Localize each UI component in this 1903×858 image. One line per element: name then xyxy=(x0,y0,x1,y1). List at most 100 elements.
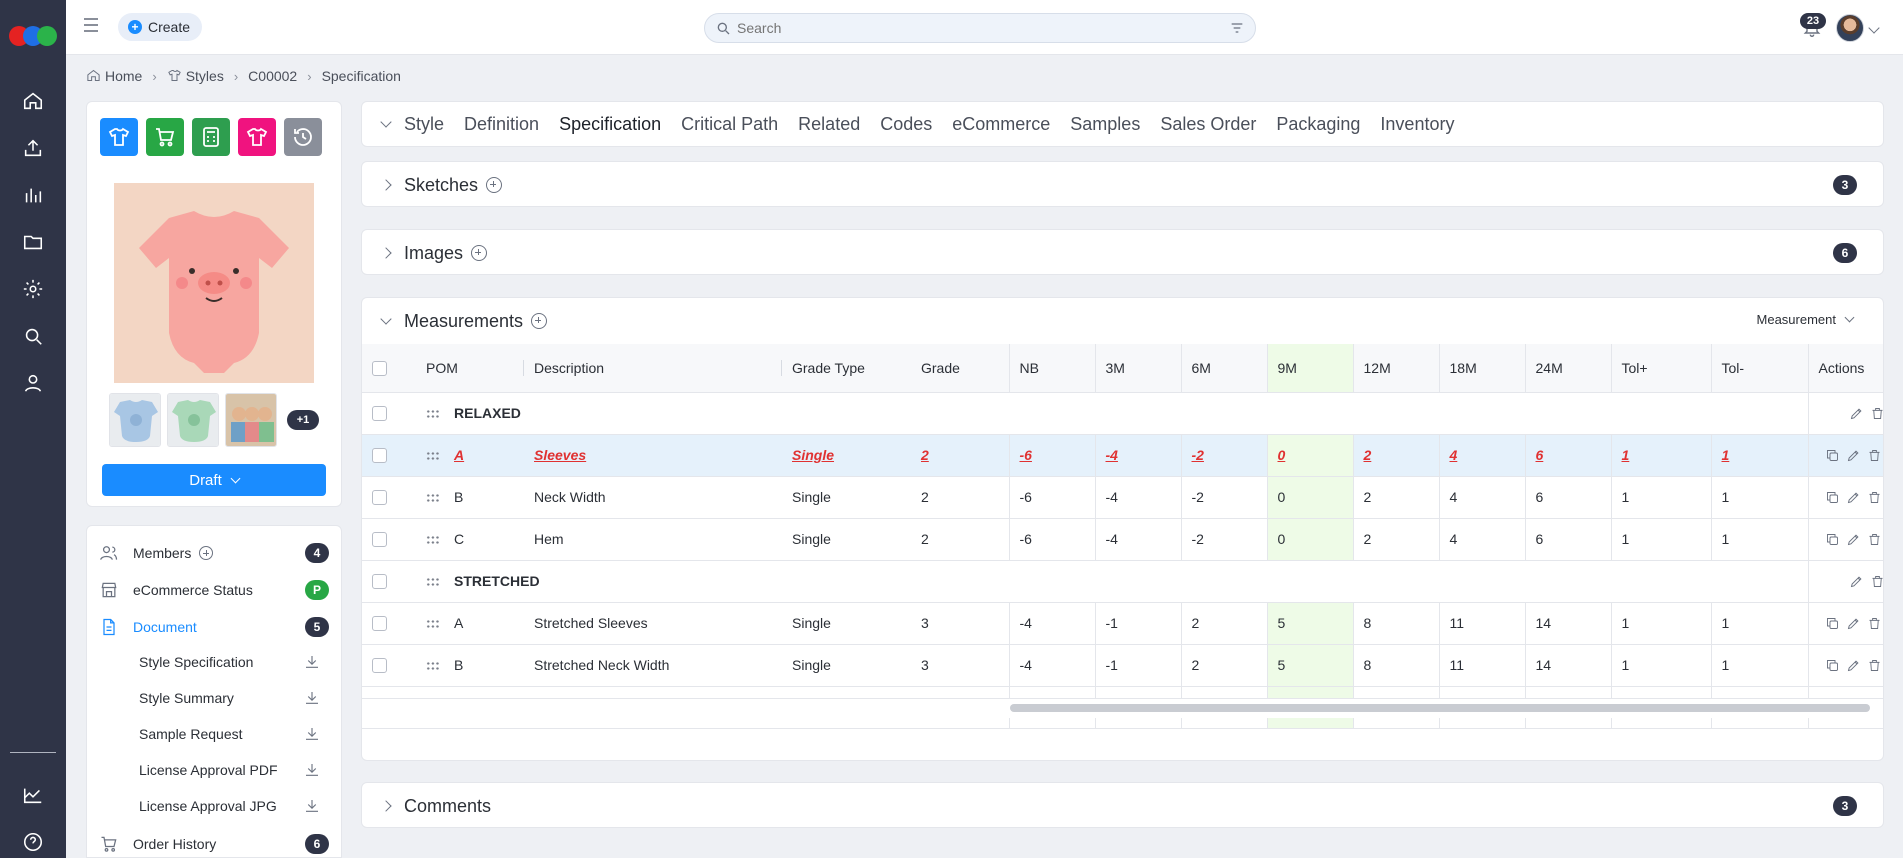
edit-icon[interactable] xyxy=(1849,574,1864,589)
hamburger-icon[interactable] xyxy=(84,18,102,36)
table-cell[interactable]: C xyxy=(416,518,524,561)
upload-icon[interactable] xyxy=(13,128,53,168)
table-cell[interactable]: Stretched Neck Width xyxy=(524,644,782,687)
trash-icon[interactable] xyxy=(1867,490,1882,505)
table-cell[interactable]: 5 xyxy=(1267,644,1354,687)
table-cell[interactable]: 1 xyxy=(1711,476,1809,519)
breadcrumb-styles[interactable]: Styles xyxy=(167,68,224,84)
table-cell[interactable]: -4 xyxy=(1095,434,1182,477)
column-header-6m[interactable]: 6M xyxy=(1181,344,1268,393)
copy-icon[interactable] xyxy=(1825,448,1840,463)
drag-handle-icon[interactable] xyxy=(426,451,440,462)
table-cell[interactable]: 11 xyxy=(1439,602,1526,645)
table-row[interactable]: A Sleeves Single 2 -6 -4 -2 0 2 4 6 1 1 xyxy=(362,434,1883,477)
column-header-grade[interactable]: Grade xyxy=(911,344,1010,393)
status-dropdown-button[interactable]: Draft xyxy=(102,464,326,496)
app-logo[interactable] xyxy=(5,24,61,48)
table-cell[interactable]: 8 xyxy=(1353,602,1440,645)
tab-inventory[interactable]: Inventory xyxy=(1380,113,1455,134)
table-row[interactable]: C Hem Single 2 -6 -4 -2 0 2 4 6 1 1 xyxy=(362,518,1883,561)
row-checkbox[interactable] xyxy=(372,532,387,548)
menu-ecommerce-status[interactable]: eCommerce Status P xyxy=(99,575,329,605)
table-cell[interactable]: -4 xyxy=(1009,602,1096,645)
column-header-description[interactable]: Description xyxy=(524,344,782,393)
table-cell[interactable]: Single xyxy=(782,434,911,477)
row-checkbox[interactable] xyxy=(372,616,387,632)
table-cell[interactable]: 4 xyxy=(1439,518,1526,561)
table-cell[interactable]: Single xyxy=(782,644,911,687)
search-input[interactable] xyxy=(737,20,1229,36)
column-header-grade-type[interactable]: Grade Type xyxy=(782,344,911,393)
search-icon[interactable] xyxy=(13,316,53,356)
table-cell[interactable]: 2 xyxy=(1353,434,1440,477)
trash-icon[interactable] xyxy=(1867,532,1882,547)
more-images-badge[interactable]: +1 xyxy=(287,410,319,430)
table-cell[interactable]: 5 xyxy=(1267,602,1354,645)
download-icon[interactable] xyxy=(303,761,321,779)
comments-header[interactable]: Comments xyxy=(362,783,1883,829)
add-image-icon[interactable] xyxy=(471,245,488,261)
table-cell[interactable]: 11 xyxy=(1439,644,1526,687)
avatar[interactable] xyxy=(1836,14,1864,42)
drag-handle-icon[interactable] xyxy=(426,619,440,630)
breadcrumb-style-code[interactable]: C00002 xyxy=(248,68,298,84)
drag-handle-icon[interactable] xyxy=(426,409,440,420)
edit-icon[interactable] xyxy=(1846,490,1861,505)
measurement-view-select[interactable]: Measurement xyxy=(1757,312,1855,327)
column-resizer[interactable] xyxy=(523,360,524,376)
tab-style[interactable]: Style xyxy=(404,113,445,134)
row-checkbox[interactable] xyxy=(372,574,387,590)
column-header-pom[interactable]: POM xyxy=(416,344,524,393)
drag-handle-icon[interactable] xyxy=(426,577,440,588)
menu-document[interactable]: Document 5 xyxy=(99,612,329,642)
table-cell[interactable]: 2 xyxy=(1181,644,1268,687)
create-button[interactable]: + Create xyxy=(118,13,203,41)
table-cell[interactable]: 6 xyxy=(1525,476,1612,519)
row-checkbox[interactable] xyxy=(372,406,387,422)
table-cell[interactable]: 1 xyxy=(1611,602,1712,645)
table-cell[interactable]: B xyxy=(416,476,524,519)
table-cell[interactable]: 4 xyxy=(1439,434,1526,477)
select-all-checkbox[interactable] xyxy=(372,361,387,377)
column-header-3m[interactable]: 3M xyxy=(1095,344,1182,393)
column-resizer[interactable] xyxy=(781,360,782,376)
table-cell[interactable]: 6 xyxy=(1525,518,1612,561)
table-cell[interactable]: Stretched Sleeves xyxy=(524,602,782,645)
table-cell[interactable]: 2 xyxy=(1353,518,1440,561)
copy-icon[interactable] xyxy=(1825,658,1840,673)
column-header-nb[interactable]: NB xyxy=(1009,344,1096,393)
menu-members[interactable]: Members 4 xyxy=(99,538,329,568)
tab-codes[interactable]: Codes xyxy=(880,113,933,134)
table-row[interactable]: B Stretched Neck Width Single 3 -4 -1 2 5 8 11 14 1… xyxy=(362,644,1883,687)
table-cell[interactable]: -2 xyxy=(1181,434,1268,477)
column-header-9m[interactable]: 9M xyxy=(1267,344,1354,393)
table-cell[interactable]: 3 xyxy=(911,602,1010,645)
table-cell[interactable]: Single xyxy=(782,476,911,519)
download-icon[interactable] xyxy=(303,653,321,671)
home-icon[interactable] xyxy=(13,81,53,121)
table-cell[interactable]: 1 xyxy=(1611,476,1712,519)
table-cell[interactable]: 1 xyxy=(1711,602,1809,645)
document-item[interactable]: Style Summary xyxy=(139,685,329,711)
edit-icon[interactable] xyxy=(1846,658,1861,673)
table-cell[interactable]: 14 xyxy=(1525,602,1612,645)
tab-ecommerce[interactable]: eCommerce xyxy=(952,113,1051,134)
table-cell[interactable]: 4 xyxy=(1439,476,1526,519)
table-cell[interactable]: 1 xyxy=(1711,434,1809,477)
column-header-24m[interactable]: 24M xyxy=(1525,344,1612,393)
table-cell[interactable]: 6 xyxy=(1525,434,1612,477)
table-cell[interactable]: A xyxy=(416,434,524,477)
user-icon[interactable] xyxy=(13,363,53,403)
thumbnail-image[interactable] xyxy=(225,393,277,447)
table-cell[interactable]: Single xyxy=(782,602,911,645)
trash-icon[interactable] xyxy=(1867,658,1882,673)
table-cell[interactable]: 3 xyxy=(911,644,1010,687)
table-cell[interactable]: A xyxy=(416,602,524,645)
download-icon[interactable] xyxy=(303,797,321,815)
add-sketch-icon[interactable] xyxy=(486,177,503,193)
help-icon[interactable] xyxy=(13,822,53,858)
document-item[interactable]: Style Specification xyxy=(139,649,329,675)
gear-icon[interactable] xyxy=(13,269,53,309)
images-header[interactable]: Images xyxy=(362,230,1883,276)
horizontal-scrollbar[interactable] xyxy=(1010,704,1870,712)
